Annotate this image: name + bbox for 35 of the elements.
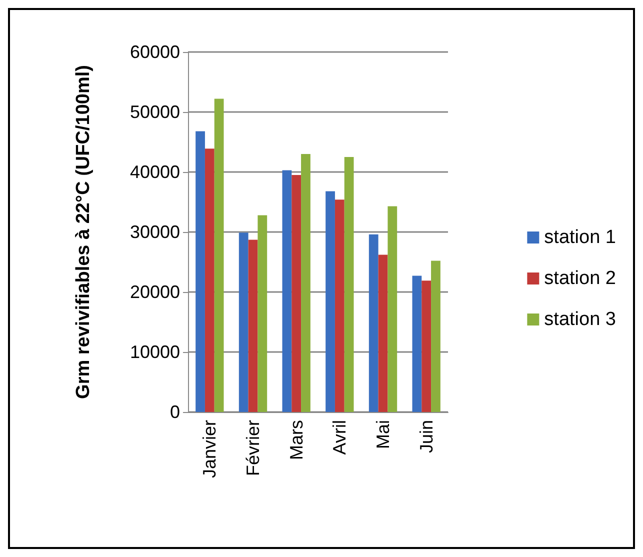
x-tick-label: Avril [330, 420, 350, 455]
bar [326, 191, 335, 412]
bar [248, 240, 258, 412]
bar [344, 157, 354, 412]
bar [412, 276, 422, 412]
y-tick-label: 10000 [130, 342, 180, 362]
bar [258, 215, 268, 412]
x-tick-label: Mars [286, 420, 306, 460]
y-tick-label: 20000 [130, 282, 180, 302]
legend-label: station 3 [544, 309, 616, 330]
x-tick-label: Janvier [200, 420, 220, 478]
x-tick-label: Juin [416, 420, 436, 454]
bar [292, 175, 302, 412]
y-tick-label: 50000 [130, 102, 180, 122]
bar [282, 170, 292, 412]
y-tick-label: 40000 [130, 162, 180, 182]
y-tick-label: 0 [170, 402, 180, 422]
y-axis-title: Grm revivifiables à 22°C (UFC/100ml) [73, 65, 94, 399]
bar [431, 260, 440, 412]
legend-label: station 2 [544, 268, 616, 289]
bar [238, 232, 248, 412]
bar [204, 148, 214, 412]
y-tick-label: 60000 [130, 42, 180, 62]
bar [334, 200, 344, 412]
x-tick-label: Février [243, 420, 263, 476]
bar [388, 206, 398, 412]
bar [422, 280, 432, 412]
bar [301, 154, 310, 412]
bar [214, 98, 224, 412]
bar [196, 131, 205, 412]
bar [368, 234, 378, 412]
legend-label: station 1 [544, 227, 616, 248]
bar [378, 254, 388, 412]
y-tick-label: 30000 [130, 222, 180, 242]
x-tick-label: Mai [373, 420, 393, 450]
